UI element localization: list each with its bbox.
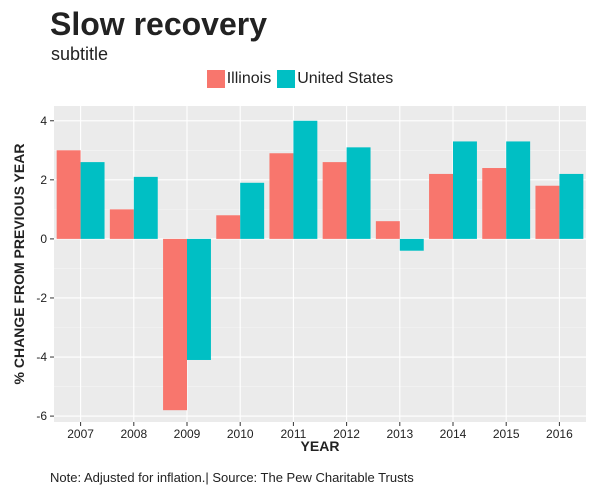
bar-united-states-2012 <box>346 147 371 239</box>
x-tick-label: 2007 <box>67 427 94 441</box>
x-tick-label: 2012 <box>333 427 360 441</box>
bar-united-states-2013 <box>399 238 424 251</box>
chart-title: Slow recovery <box>50 6 267 42</box>
bar-illinois-2016 <box>535 185 560 239</box>
bar-united-states-2011 <box>293 120 318 239</box>
x-tick-label: 2009 <box>174 427 201 441</box>
legend-swatch-illinois <box>206 70 225 88</box>
y-tick-label: 0 <box>40 232 47 246</box>
y-axis-ticks: -6 -4 -2 0 2 4 <box>36 114 54 423</box>
x-tick-label: 2010 <box>227 427 254 441</box>
y-tick-label: 2 <box>40 173 47 187</box>
bar-illinois-2012 <box>322 162 347 239</box>
bar-illinois-2013 <box>375 221 400 239</box>
bar-illinois-2007 <box>56 150 81 239</box>
bar-united-states-2016 <box>559 173 584 239</box>
plot-panel <box>54 106 586 422</box>
bar-illinois-2011 <box>269 153 294 239</box>
y-tick-label: -2 <box>36 291 47 305</box>
legend: Illinois United States <box>0 70 600 88</box>
bar-illinois-2014 <box>429 173 453 239</box>
legend-item-united-states: United States <box>277 70 393 88</box>
legend-item-illinois: Illinois <box>206 70 272 88</box>
bar-united-states-2009 <box>187 238 211 360</box>
x-tick-label: 2013 <box>386 427 413 441</box>
bar-illinois-2015 <box>482 168 507 239</box>
x-tick-label: 2016 <box>546 427 573 441</box>
bar-united-states-2014 <box>453 141 477 239</box>
bar-illinois-2009 <box>163 238 187 411</box>
legend-label-united-states: United States <box>297 70 394 87</box>
y-tick-label: -6 <box>36 409 47 423</box>
bar-illinois-2008 <box>109 209 134 239</box>
y-tick-label: 4 <box>40 114 47 128</box>
source-note: Note: Adjusted for inflation.| Source: T… <box>50 470 414 485</box>
y-tick-label: -4 <box>36 350 47 364</box>
bars <box>56 120 584 411</box>
x-axis-ticks: 2007 2008 2009 2010 2011 2012 2013 2014 2015 2016 <box>67 422 573 441</box>
x-tick-label: 2008 <box>120 427 147 441</box>
chart-subtitle: subtitle <box>51 44 109 64</box>
bar-united-states-2007 <box>80 162 105 239</box>
bar-united-states-2008 <box>133 176 158 239</box>
x-tick-label: 2011 <box>280 427 306 441</box>
bar-illinois-2010 <box>216 215 241 239</box>
legend-swatch-united-states <box>277 70 296 88</box>
bar-united-states-2010 <box>240 182 265 239</box>
x-axis-title: YEAR <box>301 438 340 454</box>
x-tick-label: 2014 <box>440 427 467 441</box>
legend-label-illinois: Illinois <box>226 70 272 87</box>
x-tick-label: 2015 <box>493 427 520 441</box>
y-axis-title: % CHANGE FROM PREVIOUS YEAR <box>11 144 27 385</box>
bar-united-states-2015 <box>506 141 531 239</box>
